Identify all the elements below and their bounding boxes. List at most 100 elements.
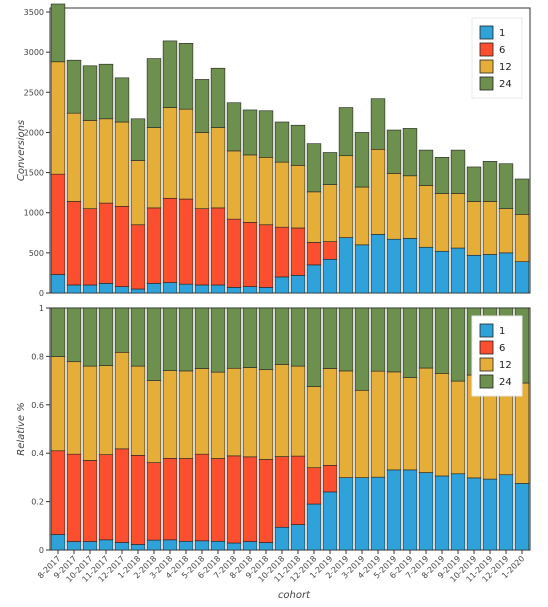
bar-segment-24 — [450, 149, 466, 194]
bar-segment-12 — [322, 184, 338, 242]
bar-segment-1 — [450, 247, 466, 294]
bar-segment-24 — [386, 129, 402, 174]
bar-segment-12 — [82, 120, 98, 210]
bar-segment-6 — [162, 197, 178, 283]
bar-segment-6 — [226, 455, 242, 544]
bar-segment-1 — [178, 540, 194, 551]
bar-segment-24 — [258, 307, 274, 371]
bar-segment-12 — [162, 370, 178, 459]
legend-label: 6 — [499, 45, 505, 56]
bar-segment-1 — [98, 539, 114, 551]
bar-segment-24 — [338, 307, 354, 372]
bar-segment-24 — [226, 307, 242, 369]
bar-segment-1 — [82, 284, 98, 294]
bar-segment-24 — [66, 307, 82, 363]
bar-segment-12 — [194, 368, 210, 455]
bar-segment-12 — [338, 155, 354, 238]
plot-frame — [49, 7, 531, 294]
bar-segment-24 — [338, 107, 354, 157]
bar-segment-1 — [210, 284, 226, 294]
bar-segment-6 — [114, 205, 130, 287]
legend-label: 1 — [499, 28, 505, 39]
bar-segment-12 — [210, 371, 226, 459]
bar-segment-24 — [114, 307, 130, 353]
bar-segment-12 — [210, 127, 226, 209]
bar-segment-12 — [290, 365, 306, 457]
bar-segment-6 — [98, 454, 114, 541]
bar-segment-24 — [98, 307, 114, 366]
bar-segment-1 — [226, 542, 242, 551]
bar-segment-12 — [130, 365, 146, 456]
bar-segment-1 — [450, 473, 466, 551]
bar-segment-1 — [114, 286, 130, 294]
bar-segment-6 — [178, 458, 194, 542]
bar-segment-24 — [162, 40, 178, 108]
bar-segment-24 — [210, 67, 226, 128]
bar-segment-24 — [434, 157, 450, 194]
bar-segment-24 — [402, 128, 418, 177]
bar-segment-1 — [290, 275, 306, 294]
bar-segment-12 — [194, 132, 210, 210]
bar-segment-12 — [66, 112, 82, 202]
bar-segment-1 — [50, 274, 66, 294]
bar-segment-24 — [226, 102, 242, 152]
bar-segment-6 — [290, 455, 306, 525]
bar-segment-6 — [242, 222, 258, 287]
bar-segment-12 — [146, 380, 162, 463]
bar-segment-12 — [514, 382, 530, 484]
conversions-panel: 0 500 1000 1500 2000 2500 3000 3500 Conversions 1… — [16, 3, 531, 298]
bar-segment-1 — [66, 284, 82, 294]
y-axis-label: Conversions — [16, 120, 27, 181]
y-tick-label: 2000 — [24, 128, 44, 137]
bar-segment-24 — [162, 307, 178, 371]
bar-segment-6 — [258, 224, 274, 288]
bar-segment-24 — [114, 77, 130, 123]
legend-label: 12 — [499, 360, 512, 371]
bar-segment-12 — [498, 391, 514, 476]
bar-segment-24 — [370, 307, 386, 372]
bar-segment-12 — [178, 370, 194, 459]
bar-segment-1 — [130, 544, 146, 551]
bar-segment-12 — [322, 368, 338, 466]
bar-segment-1 — [322, 491, 338, 551]
bar-segment-12 — [386, 371, 402, 471]
legend-swatch-1 — [479, 25, 494, 40]
legend-label: 24 — [499, 79, 512, 90]
y-tick-label: 0.6 — [31, 401, 44, 410]
bar-segment-1 — [322, 258, 338, 294]
bar-segment-12 — [306, 191, 322, 243]
bar-segment-6 — [82, 208, 98, 286]
legend-swatch-6 — [479, 340, 494, 355]
bar-segment-24 — [418, 149, 434, 186]
bar-segment-1 — [466, 477, 482, 551]
bar-segment-12 — [418, 367, 434, 473]
bar-segment-6 — [226, 218, 242, 288]
bar-segment-1 — [50, 534, 66, 551]
bar-segment-1 — [274, 526, 290, 551]
bar-segment-1 — [354, 244, 370, 294]
y-tick-label: 0.2 — [31, 498, 44, 507]
bar-segment-1 — [418, 246, 434, 294]
bar-segment-12 — [50, 356, 66, 452]
bar-segment-6 — [274, 226, 290, 278]
bar-segment-12 — [402, 377, 418, 471]
bar-segment-12 — [370, 148, 386, 235]
y-tick-label: 1 — [39, 304, 44, 313]
bar-segment-1 — [386, 469, 402, 551]
bar-segment-6 — [114, 448, 130, 543]
bar-segment-6 — [194, 453, 210, 542]
y-tick-label: 0.4 — [31, 449, 44, 458]
y-tick-label: 2500 — [24, 88, 44, 97]
y-tick-label: 500 — [29, 249, 44, 258]
legend-label: 1 — [499, 326, 505, 337]
bar-segment-6 — [66, 453, 82, 542]
bar-segment-12 — [450, 380, 466, 475]
x-axis-label: cohort — [278, 590, 311, 601]
bar-segment-24 — [194, 79, 210, 133]
legend-swatch-12 — [479, 357, 494, 372]
bar-segment-12 — [98, 365, 114, 455]
bar-segment-12 — [354, 186, 370, 246]
bar-segment-12 — [498, 208, 514, 254]
bar-segment-24 — [50, 307, 66, 357]
